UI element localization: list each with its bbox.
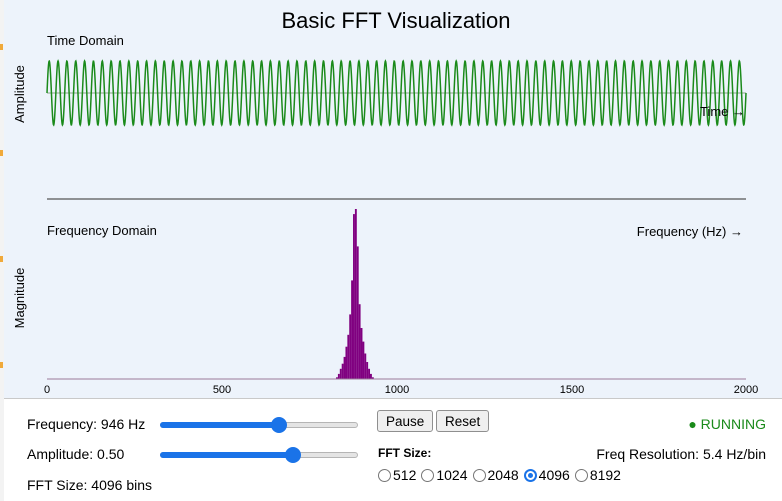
spectrum-bar xyxy=(353,214,355,379)
spectrum-bar xyxy=(337,373,340,379)
frequency-axis-label: Frequency (Hz) → xyxy=(637,224,743,239)
radio-button[interactable] xyxy=(472,468,486,482)
spectrum-bar xyxy=(351,280,354,379)
radio-button[interactable] xyxy=(378,468,391,482)
spectrum-bar xyxy=(371,377,374,379)
spectrum-bar xyxy=(360,328,363,379)
edge-marker xyxy=(0,150,3,156)
spectrum-bar xyxy=(349,314,352,379)
reset-button[interactable]: Reset xyxy=(436,410,490,432)
slider-thumb[interactable] xyxy=(284,447,301,463)
spectrum-bar xyxy=(354,209,357,379)
frequency-slider[interactable] xyxy=(160,417,358,433)
spectrum-bar xyxy=(370,373,372,379)
left-edge-strip xyxy=(0,0,4,501)
spectrum-bar xyxy=(364,353,367,379)
time-domain-label: Time Domain xyxy=(47,33,124,48)
pause-button[interactable]: Pause xyxy=(377,410,434,432)
spectrum-bar xyxy=(343,356,346,379)
radio-label: 512 xyxy=(393,467,417,483)
spectrum-bar xyxy=(368,368,371,379)
x-tick-label: 1000 xyxy=(385,384,409,396)
time-axis-label: Time → xyxy=(700,104,745,119)
amplitude-axis-label: Amplitude xyxy=(12,65,27,123)
x-tick-label: 2000 xyxy=(734,384,758,396)
spectrum-bar xyxy=(356,246,359,379)
spectrum-bar xyxy=(345,346,348,379)
running-status: ● RUNNING xyxy=(688,416,766,432)
control-panel: Frequency: 946 Hz Amplitude: 0.50 FFT Si… xyxy=(4,398,782,501)
x-tick-label: 0 xyxy=(44,384,50,396)
edge-marker xyxy=(0,362,3,368)
fft-size-group-label: FFT Size: xyxy=(378,446,432,460)
fft-option-512[interactable]: 512 xyxy=(378,467,416,483)
radio-label: 2048 xyxy=(487,467,519,483)
fft-option-4096[interactable]: 4096 xyxy=(523,467,570,483)
visualization-canvas: Basic FFT Visualization Time Domain Ampl… xyxy=(4,0,782,398)
fft-option-2048[interactable]: 2048 xyxy=(472,467,519,483)
amplitude-label: Amplitude: 0.50 xyxy=(27,446,125,462)
magnitude-axis-label: Magnitude xyxy=(12,268,27,329)
frequency-spectrum xyxy=(336,209,374,379)
radio-label: 4096 xyxy=(538,467,570,483)
slider-fill xyxy=(160,452,293,458)
radio-button[interactable] xyxy=(421,468,435,482)
slider-thumb[interactable] xyxy=(270,417,287,433)
frequency-domain-label: Frequency Domain xyxy=(47,223,157,238)
fft-chart-svg: Basic FFT Visualization Time Domain Ampl… xyxy=(12,8,758,396)
freq-resolution-label: Freq Resolution: 5.4 Hz/bin xyxy=(596,446,766,462)
spectrum-bar xyxy=(336,377,338,379)
slider-fill xyxy=(160,422,279,428)
x-tick-label: 500 xyxy=(213,384,231,396)
edge-marker xyxy=(0,256,3,262)
fft-size-bins-label: FFT Size: 4096 bins xyxy=(27,477,153,493)
radio-button[interactable] xyxy=(574,468,588,482)
spectrum-bar xyxy=(341,363,344,379)
fft-size-radio-group: 512 1024 2048 4096 8192 xyxy=(378,467,626,483)
spectrum-bar xyxy=(362,341,365,379)
spectrum-bar xyxy=(366,362,369,379)
radio-label: 1024 xyxy=(436,467,468,483)
radio-button[interactable] xyxy=(523,468,537,482)
fft-option-1024[interactable]: 1024 xyxy=(421,467,468,483)
spectrum-bar xyxy=(339,368,342,379)
amplitude-slider[interactable] xyxy=(160,447,358,463)
time-domain-waveform xyxy=(46,59,747,127)
spectrum-bar xyxy=(358,304,361,379)
fft-option-8192[interactable]: 8192 xyxy=(574,467,621,483)
spectrum-bar xyxy=(347,334,350,379)
radio-label: 8192 xyxy=(589,467,621,483)
edge-marker xyxy=(0,44,3,50)
frequency-label: Frequency: 946 Hz xyxy=(27,416,146,432)
x-tick-label: 1500 xyxy=(560,384,584,396)
chart-title: Basic FFT Visualization xyxy=(281,8,510,33)
